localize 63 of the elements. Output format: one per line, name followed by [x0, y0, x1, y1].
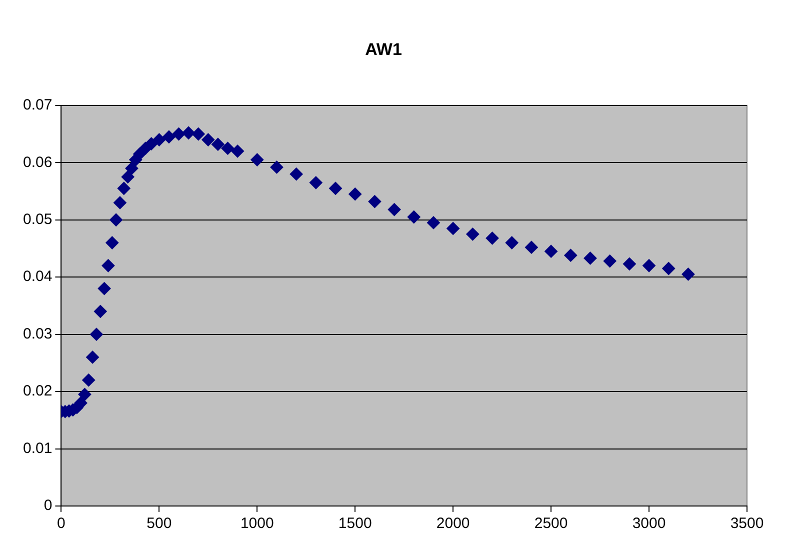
point	[202, 133, 215, 146]
point	[110, 213, 123, 226]
point	[113, 196, 126, 210]
point	[162, 130, 176, 144]
x-tick-label: 500	[146, 515, 172, 532]
point	[144, 137, 158, 150]
y-tick-label: 0.03	[22, 325, 52, 342]
point	[329, 182, 342, 195]
point	[466, 228, 480, 241]
point	[86, 350, 100, 364]
point	[102, 259, 115, 272]
point	[446, 222, 460, 235]
point	[486, 232, 499, 245]
point	[407, 210, 420, 224]
point	[309, 176, 322, 190]
point	[94, 304, 107, 318]
point	[152, 133, 166, 146]
point	[388, 203, 401, 216]
x-tick-label: 1000	[240, 515, 274, 532]
point	[90, 328, 103, 341]
y-tick-label: 0.04	[22, 268, 52, 286]
y-tick-label: 0.07	[22, 96, 52, 114]
point	[662, 262, 676, 275]
point	[584, 252, 597, 265]
y-tick-label: 0.01	[22, 440, 52, 457]
point	[270, 160, 284, 174]
y-tick-label: 0.02	[22, 382, 52, 400]
point	[182, 126, 196, 140]
point	[505, 236, 518, 250]
x-tick-label: 2500	[534, 515, 568, 532]
point	[368, 195, 382, 208]
point	[78, 388, 92, 401]
y-tick-label: 0	[44, 497, 52, 514]
x-tick-label: 1500	[338, 515, 372, 532]
y-tick-label: 0.05	[22, 211, 52, 228]
point	[682, 268, 695, 281]
point	[426, 216, 440, 230]
point	[221, 142, 234, 155]
point	[211, 138, 224, 151]
point	[117, 182, 130, 195]
point	[603, 254, 616, 268]
point	[642, 259, 656, 272]
point	[524, 240, 538, 254]
point	[250, 153, 264, 166]
x-tick-label: 3000	[632, 515, 666, 532]
point	[98, 282, 111, 296]
y-tick-label: 0.06	[22, 154, 52, 171]
point	[106, 236, 119, 250]
point	[544, 244, 558, 258]
point	[82, 374, 96, 387]
point	[74, 396, 88, 410]
point	[125, 162, 138, 175]
x-tick-label: 3500	[730, 515, 764, 532]
point	[121, 170, 134, 184]
x-tick-label: 0	[57, 515, 66, 532]
x-tick-label: 2000	[436, 515, 470, 532]
chart-title: AW1	[365, 40, 402, 59]
point	[564, 248, 578, 262]
point	[622, 257, 636, 270]
point	[192, 128, 205, 141]
point	[290, 168, 303, 181]
point	[348, 188, 362, 201]
point	[231, 144, 244, 158]
